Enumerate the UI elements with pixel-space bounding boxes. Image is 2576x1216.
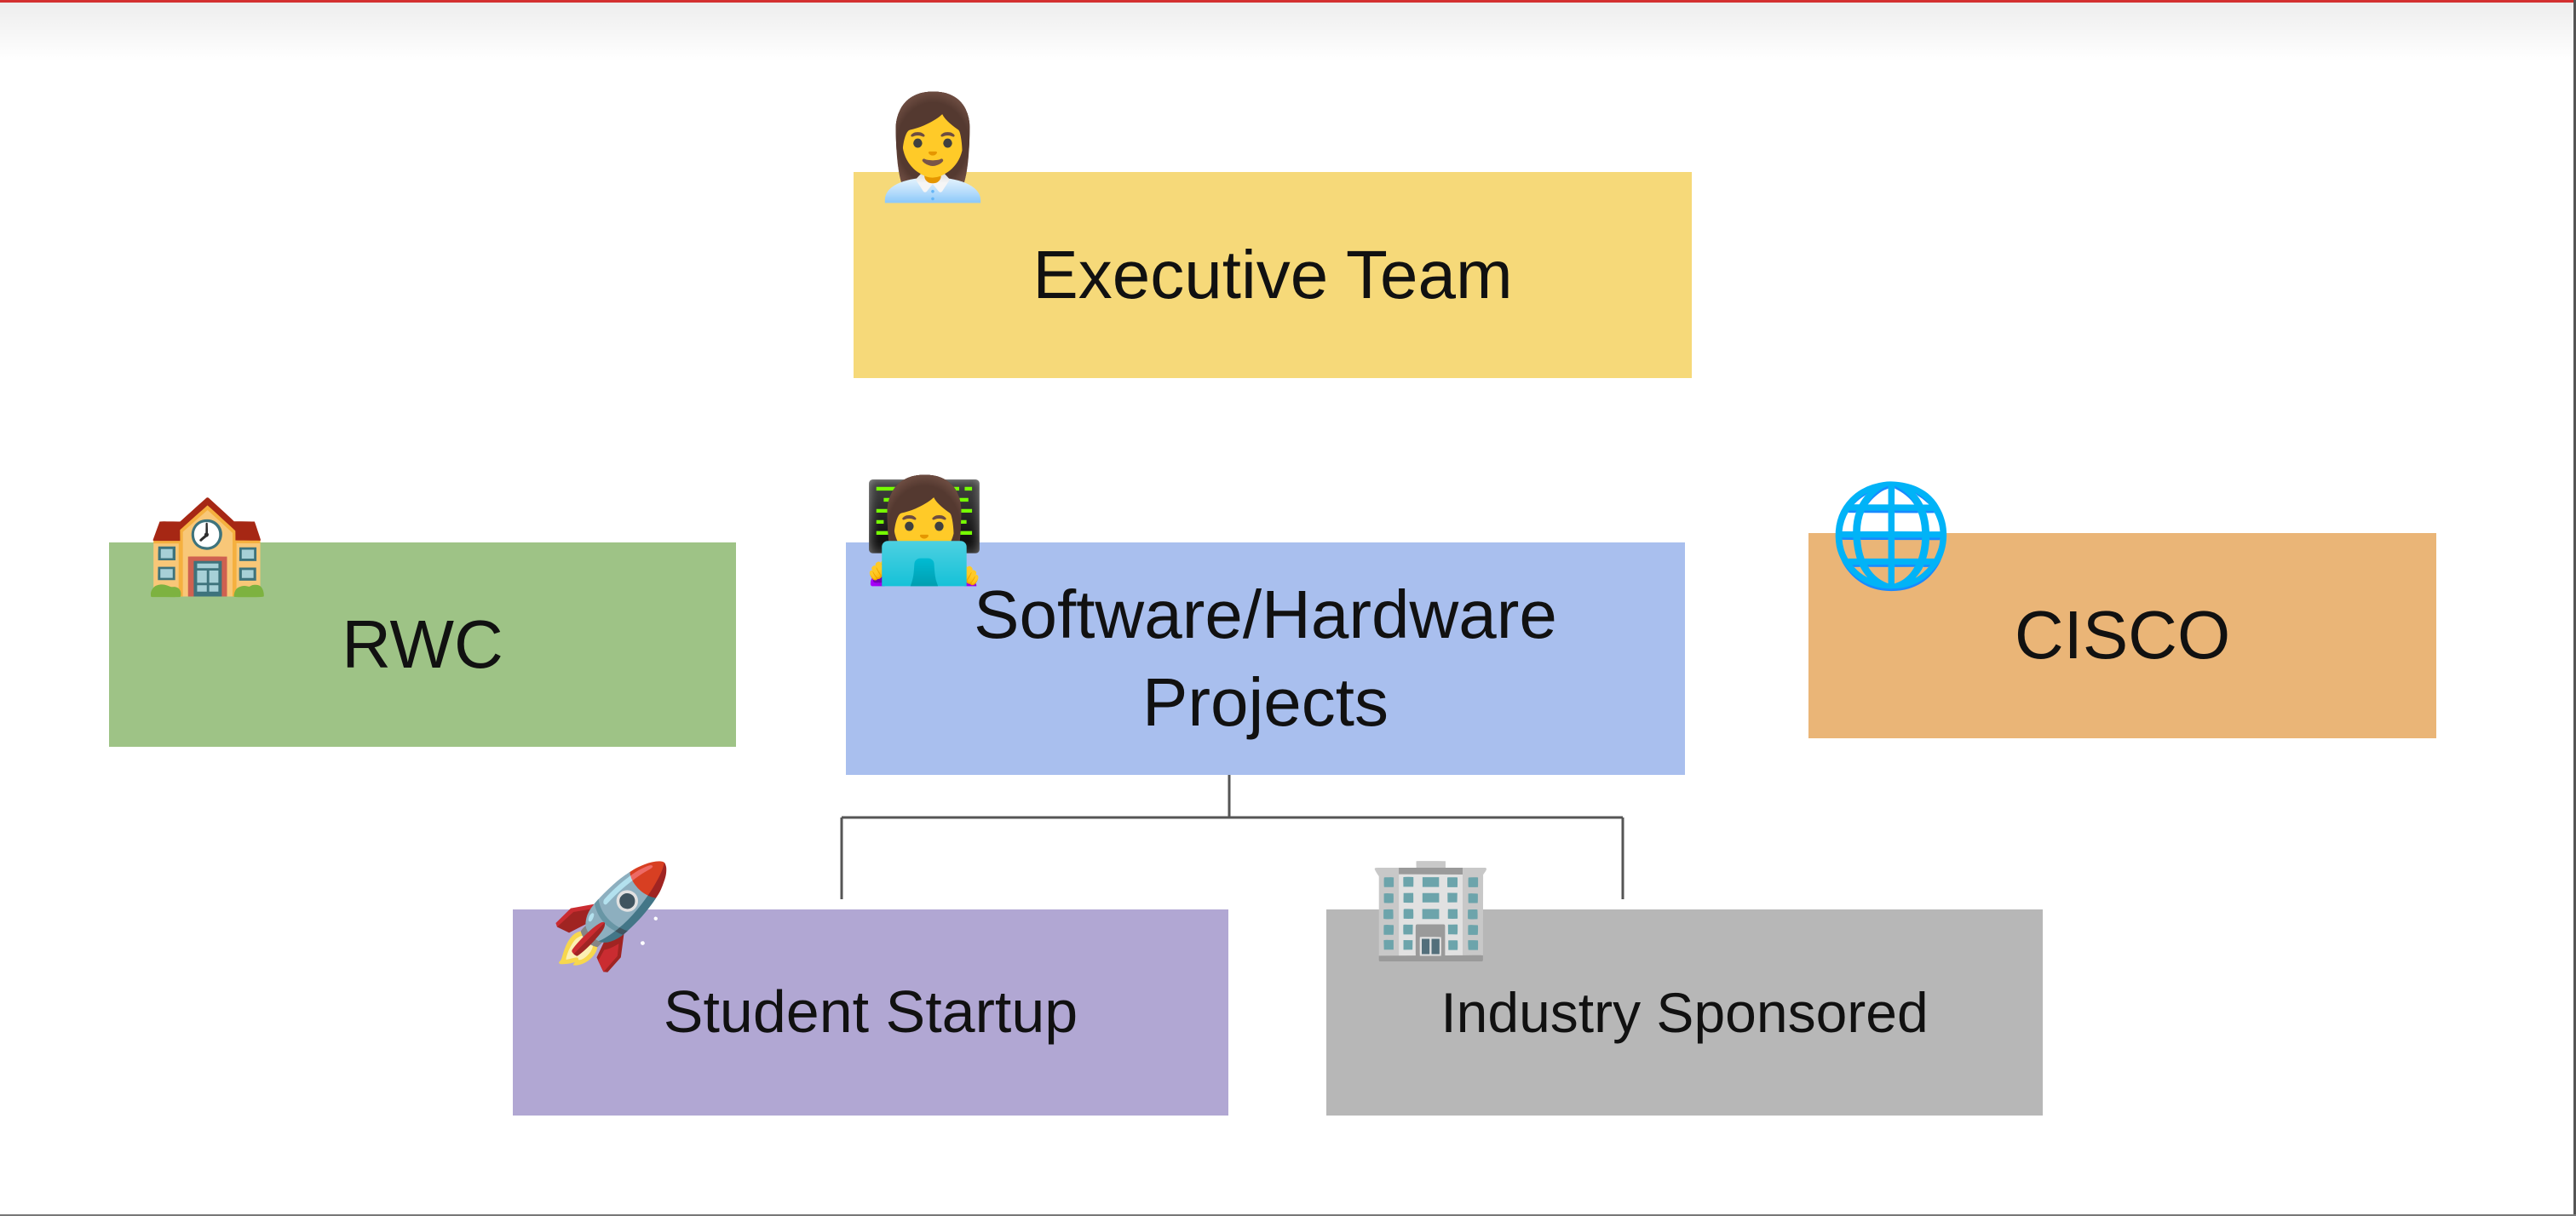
rocket-icon: 🚀 bbox=[549, 857, 674, 974]
rwc-label: RWC bbox=[342, 605, 503, 682]
industry-sponsored-box: Industry Sponsored bbox=[1326, 909, 2043, 1116]
software-hardware-projects-box: Software/Hardware Projects bbox=[846, 542, 1685, 775]
top-border bbox=[0, 0, 2576, 3]
cisco-box: CISCO bbox=[1808, 533, 2436, 738]
school-building-icon: 🏫 bbox=[144, 482, 269, 599]
office-building-icon: 🏢 bbox=[1368, 846, 1494, 964]
executive-team-label: Executive Team bbox=[1032, 236, 1513, 313]
cisco-label: CISCO bbox=[2014, 597, 2231, 674]
rwc-box: RWC bbox=[109, 542, 736, 747]
globe-icon: 🌐 bbox=[1828, 475, 1954, 594]
executive-team-box: Executive Team bbox=[854, 172, 1692, 378]
software-hardware-projects-label: Software/Hardware Projects bbox=[974, 576, 1557, 740]
bottom-border bbox=[0, 1214, 2576, 1216]
student-startup-box: Student Startup bbox=[513, 909, 1228, 1116]
office-worker-woman-icon: 👩‍💼 bbox=[870, 88, 996, 206]
right-border bbox=[2573, 0, 2576, 1216]
top-shadow bbox=[0, 3, 2576, 62]
technologist-woman-icon: 👩‍💻 bbox=[861, 471, 987, 589]
industry-sponsored-label: Industry Sponsored bbox=[1440, 980, 1929, 1044]
student-startup-label: Student Startup bbox=[663, 978, 1078, 1046]
